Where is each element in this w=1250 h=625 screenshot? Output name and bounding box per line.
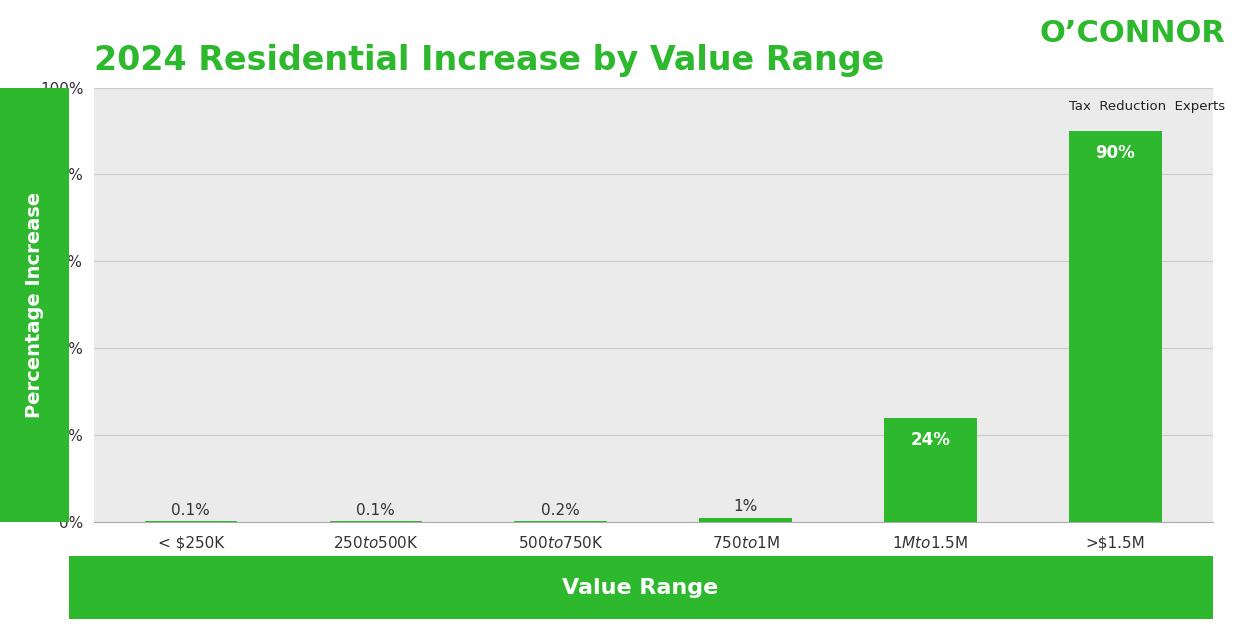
Text: 2024 Residential Increase by Value Range: 2024 Residential Increase by Value Range (94, 44, 884, 77)
Text: 0.2%: 0.2% (541, 503, 580, 518)
Text: Percentage Increase: Percentage Increase (25, 192, 44, 418)
Bar (515, 521, 608, 522)
Bar (1069, 131, 1161, 522)
Text: 0.1%: 0.1% (171, 503, 210, 518)
Text: 1%: 1% (734, 499, 758, 514)
Text: O’CONNOR: O’CONNOR (1039, 19, 1225, 48)
Text: 90%: 90% (1095, 144, 1135, 162)
Bar (699, 518, 791, 522)
Text: Tax  Reduction  Experts: Tax Reduction Experts (1069, 100, 1225, 113)
Text: 0.1%: 0.1% (356, 503, 395, 518)
Bar (884, 418, 976, 522)
Text: 24%: 24% (910, 431, 950, 449)
Text: Value Range: Value Range (562, 578, 719, 598)
